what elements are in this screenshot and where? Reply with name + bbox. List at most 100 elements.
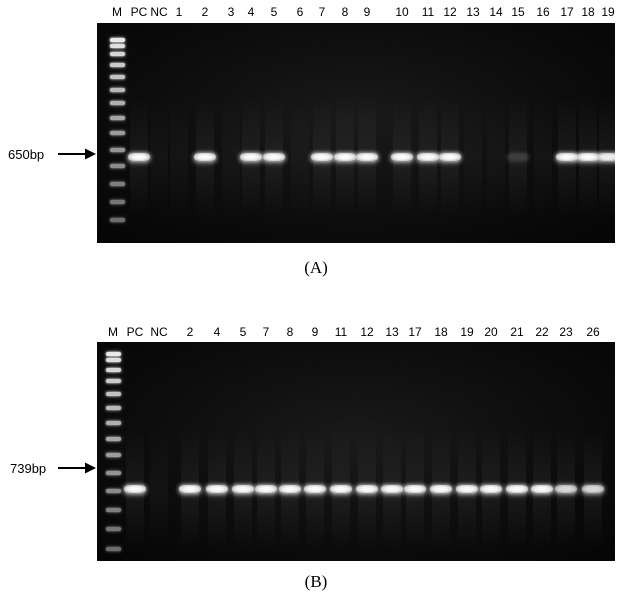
lane-label: M xyxy=(108,325,118,339)
lane-label: 16 xyxy=(536,5,550,19)
lane-label: 5 xyxy=(270,5,278,19)
dna-band xyxy=(506,485,528,493)
lane-label: 20 xyxy=(484,325,498,339)
lane-label: NC xyxy=(150,5,168,19)
lane-label: PC xyxy=(130,5,148,19)
ladder-band xyxy=(110,131,125,136)
lane-label: 19 xyxy=(460,325,474,339)
lane-label: 12 xyxy=(360,325,374,339)
marker-size-label-b: 739bp xyxy=(10,461,47,476)
dna-band xyxy=(439,153,461,161)
dna-band xyxy=(480,485,502,493)
panel-caption-a: (A) xyxy=(304,258,328,277)
lane-label: 7 xyxy=(262,325,270,339)
dna-band xyxy=(381,485,403,493)
ladder-band xyxy=(106,436,121,441)
lane-label: 8 xyxy=(341,5,349,19)
gel-image-a xyxy=(97,23,615,243)
ladder-band xyxy=(106,405,121,410)
ladder-band xyxy=(106,378,121,383)
dna-band xyxy=(206,485,228,493)
lane-smear xyxy=(534,97,552,217)
lane-label: 7 xyxy=(318,5,326,19)
dna-band xyxy=(582,485,604,493)
ladder-band xyxy=(106,453,121,458)
marker-size-label-a: 650bp xyxy=(8,147,45,162)
dna-band xyxy=(311,153,333,161)
dna-band xyxy=(391,153,413,161)
lane-smear xyxy=(509,97,527,217)
ladder-band xyxy=(106,547,121,551)
dna-band xyxy=(128,153,150,161)
ladder-band xyxy=(110,74,125,79)
dna-band xyxy=(334,153,356,161)
dna-band xyxy=(124,485,146,493)
dna-band xyxy=(404,485,426,493)
ladder-band xyxy=(106,352,121,356)
ladder-band xyxy=(106,527,121,532)
lane-label: 5 xyxy=(239,325,247,339)
gel-image-b xyxy=(97,342,615,561)
ladder-band xyxy=(110,181,125,186)
dna-band xyxy=(279,485,301,493)
lane-label: 9 xyxy=(363,5,371,19)
lane-label: 13 xyxy=(385,325,399,339)
lane-label: 22 xyxy=(535,325,549,339)
dna-band xyxy=(417,153,439,161)
ladder-band xyxy=(110,87,125,92)
ladder-band xyxy=(106,488,121,493)
gel-panel-b: M PC NC 2 4 5 7 8 9 11 12 13 17 18 19 20 21 22 23 26 739bp … xyxy=(0,318,621,596)
gel-background xyxy=(97,342,615,561)
lane-labels-a: MPCNC1234567891011121314151617181920 xyxy=(97,5,621,21)
ladder-band xyxy=(110,101,125,106)
lane-label: 17 xyxy=(408,325,422,339)
lane-label: 2 xyxy=(201,5,209,19)
lane-smear xyxy=(170,97,188,217)
dna-band xyxy=(556,153,578,161)
right-arrow-icon xyxy=(58,462,96,474)
ladder-band xyxy=(110,52,125,57)
dna-band xyxy=(179,485,201,493)
lane-label: 15 xyxy=(511,5,525,19)
ladder-band xyxy=(106,358,121,363)
lane-label: 26 xyxy=(586,325,600,339)
lane-label: 10 xyxy=(395,5,409,19)
ladder-band xyxy=(106,507,121,512)
gel-panel-a: MPCNC1234567891011121314151617181920 650… xyxy=(0,0,621,290)
lane-label: 6 xyxy=(296,5,304,19)
ladder-band xyxy=(110,62,125,67)
lane-label: NC xyxy=(150,325,168,339)
lane-label: 12 xyxy=(443,5,457,19)
ladder-band xyxy=(110,218,125,222)
dna-band xyxy=(232,485,254,493)
dna-band xyxy=(597,153,615,161)
dna-band xyxy=(356,153,378,161)
dna-band xyxy=(330,485,352,493)
lane-smear xyxy=(487,97,505,217)
lane-labels-b: M PC NC 2 4 5 7 8 9 11 12 13 17 18 19 20 21 22 23 26 xyxy=(97,325,615,341)
dna-band xyxy=(430,485,452,493)
dna-band xyxy=(263,153,285,161)
ladder-band xyxy=(110,164,125,169)
lane-label: 13 xyxy=(466,5,480,19)
lane-label: 19 xyxy=(601,5,615,19)
dna-band xyxy=(531,485,553,493)
lane-label: PC xyxy=(126,325,144,339)
lane-label: 3 xyxy=(227,5,235,19)
lane-smear xyxy=(150,429,168,549)
lane-label: 11 xyxy=(334,325,348,339)
dna-band xyxy=(304,485,326,493)
dna-band xyxy=(555,485,577,493)
ladder-band xyxy=(110,43,125,48)
ladder-band xyxy=(110,38,125,42)
dna-band xyxy=(255,485,277,493)
lane-label: 18 xyxy=(434,325,448,339)
panel-caption-b: (B) xyxy=(304,572,328,591)
dna-band xyxy=(356,485,378,493)
lane-label: 11 xyxy=(421,5,435,19)
lane-smear xyxy=(150,97,168,217)
lane-label: 23 xyxy=(559,325,573,339)
lane-label: 1 xyxy=(175,5,183,19)
lane-label: 17 xyxy=(560,5,574,19)
dna-band xyxy=(194,153,216,161)
